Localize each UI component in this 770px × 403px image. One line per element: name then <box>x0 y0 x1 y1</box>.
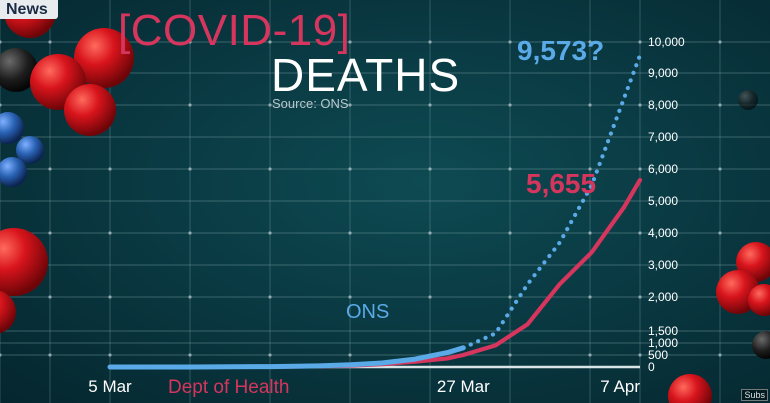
grid-dot <box>718 167 722 171</box>
grid-dot <box>188 295 192 299</box>
grid-dot <box>268 167 272 171</box>
grid-dot <box>588 231 592 235</box>
y-tick-label: 9,000 <box>648 66 678 80</box>
grid-dot <box>268 295 272 299</box>
grid-dot <box>48 295 52 299</box>
molecule-left-decoration <box>0 0 134 334</box>
grid-dot <box>638 231 642 235</box>
chart-title-deaths: DEATHS <box>271 49 461 101</box>
grid-dot <box>428 231 432 235</box>
grid-dot <box>638 295 642 299</box>
y-tick-label: 7,000 <box>648 130 678 144</box>
grid-dot <box>428 167 432 171</box>
y-tick-label: 4,000 <box>648 226 678 240</box>
grid-dot <box>0 103 2 107</box>
grid-dot <box>348 167 352 171</box>
grid-dot <box>638 167 642 171</box>
x-tick-label: 5 Mar <box>88 377 132 396</box>
grid-dot <box>188 167 192 171</box>
series-line-ons-projected <box>461 53 643 350</box>
grid-dot <box>348 231 352 235</box>
grid-dot <box>638 103 642 107</box>
y-tick-label: 1,500 <box>648 324 678 338</box>
grid-dot <box>588 40 592 44</box>
grid-dot <box>428 103 432 107</box>
x-tick-label: 7 Apr <box>600 377 640 396</box>
series-line-ons-actual <box>107 345 466 370</box>
grid-dot <box>0 353 2 357</box>
x-tick-label: 27 Mar <box>437 377 490 396</box>
grid-dot <box>48 231 52 235</box>
data-label-ons-end: 9,573? <box>517 35 604 66</box>
grid-dot <box>428 295 432 299</box>
y-tick-label: 2,000 <box>648 290 678 304</box>
grid-dot <box>508 353 512 357</box>
grid-dot <box>188 103 192 107</box>
chart-source: Source: ONS <box>272 96 349 111</box>
subscribe-watermark: Subs <box>741 389 768 401</box>
grid-dot <box>268 40 272 44</box>
grid-dot <box>348 295 352 299</box>
grid-dot <box>348 353 352 357</box>
y-tick-label: 5,000 <box>648 194 678 208</box>
y-tick-label: 0 <box>648 360 655 374</box>
y-tick-label: 8,000 <box>648 98 678 112</box>
grid-dot <box>0 40 2 44</box>
grid-dot <box>188 231 192 235</box>
grid-dot <box>108 167 112 171</box>
grid-dot <box>108 353 112 357</box>
grid-dot <box>348 103 352 107</box>
grid-dot <box>508 295 512 299</box>
grid-dot <box>268 231 272 235</box>
grid-dot <box>718 353 722 357</box>
series-label-dept-of-health: Dept of Health <box>168 377 289 398</box>
grid-dot <box>588 167 592 171</box>
grid-dot <box>718 231 722 235</box>
grid-dot <box>428 40 432 44</box>
series-label-ons: ONS <box>346 301 389 323</box>
grid-dot <box>188 353 192 357</box>
grid-dot <box>268 353 272 357</box>
grid-dot <box>718 40 722 44</box>
grid-dot <box>508 167 512 171</box>
news-logo-badge: News <box>0 0 58 19</box>
grid-dot <box>268 103 272 107</box>
grid-dot <box>108 231 112 235</box>
grid-dot <box>48 40 52 44</box>
grid-dot <box>48 167 52 171</box>
grid-dot <box>108 295 112 299</box>
data-label-dept-of-health-end: 5,655 <box>526 168 596 199</box>
grid-dot <box>508 231 512 235</box>
grid-dot <box>48 353 52 357</box>
grid-dot <box>188 40 192 44</box>
grid-dot <box>638 40 642 44</box>
y-tick-label: 6,000 <box>648 162 678 176</box>
y-tick-label: 1,000 <box>648 336 678 350</box>
y-tick-label: 500 <box>648 348 668 362</box>
molecule-right-decoration <box>668 90 770 403</box>
chart-title-covid: [COVID-19] <box>118 6 351 55</box>
grid-dot <box>508 103 512 107</box>
grid-dot <box>508 40 512 44</box>
y-tick-label: 3,000 <box>648 258 678 272</box>
grid-dot <box>718 103 722 107</box>
chart-series <box>107 53 643 370</box>
grid-dot <box>588 295 592 299</box>
grid-dot <box>348 40 352 44</box>
grid-dot <box>638 353 642 357</box>
grid-dot <box>588 353 592 357</box>
grid-dot <box>588 103 592 107</box>
y-tick-label: 10,000 <box>648 35 685 49</box>
